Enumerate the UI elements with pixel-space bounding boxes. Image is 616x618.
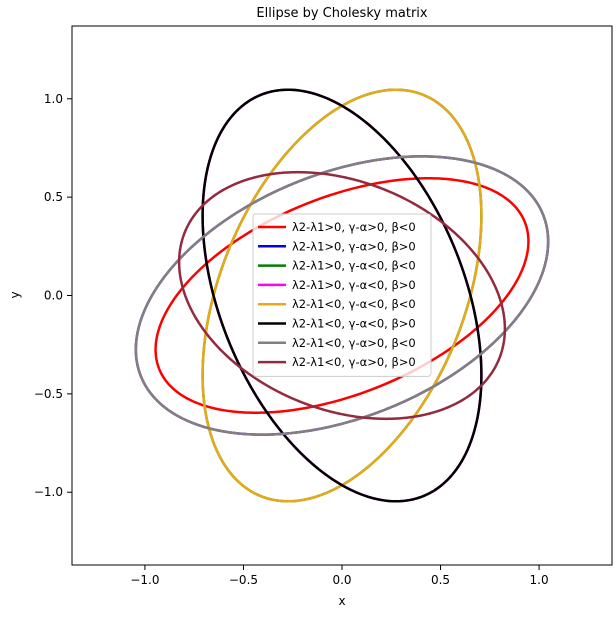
series-line-6 <box>201 88 483 503</box>
x-tick-label: −0.5 <box>229 573 258 587</box>
ticks: −1.0 −0.5 0.0 0.5 1.0 −1.0 −0.5 0.0 0.5 1.0 <box>34 92 549 587</box>
y-axis-label: y <box>8 291 22 298</box>
x-tick-label: 0.0 <box>332 573 351 587</box>
series-line-5 <box>201 88 483 503</box>
series-line-8 <box>177 170 507 421</box>
chart-title: Ellipse by Cholesky matrix <box>256 6 428 21</box>
plot-area <box>134 88 550 503</box>
series-line-7 <box>134 155 550 436</box>
legend-label-4: λ2-λ1>0, γ-α<0, β>0 <box>292 278 416 292</box>
legend-label-3: λ2-λ1>0, γ-α<0, β<0 <box>292 259 416 273</box>
legend-label-5: λ2-λ1<0, γ-α<0, β<0 <box>292 297 416 311</box>
y-tick-label: 1.0 <box>44 92 63 106</box>
legend-label-7: λ2-λ1<0, γ-α>0, β<0 <box>292 336 416 350</box>
legend-label-6: λ2-λ1<0, γ-α<0, β>0 <box>292 317 416 331</box>
x-tick-label: 0.5 <box>431 573 450 587</box>
legend-label-2: λ2-λ1>0, γ-α>0, β>0 <box>292 239 416 253</box>
legend-label-1: λ2-λ1>0, γ-α>0, β<0 <box>292 220 416 234</box>
legend-box <box>252 213 432 377</box>
series-line-1 <box>154 176 530 415</box>
y-tick-label: −1.0 <box>34 485 63 499</box>
y-tick-label: −0.5 <box>34 387 63 401</box>
x-tick-label: −1.0 <box>130 573 159 587</box>
legend: λ2-λ1>0, γ-α>0, β<0 λ2-λ1>0, γ-α>0, β>0 λ2… <box>252 213 432 377</box>
x-tick-label: 1.0 <box>530 573 549 587</box>
legend-label-8: λ2-λ1<0, γ-α>0, β>0 <box>292 355 416 369</box>
y-tick-label: 0.5 <box>44 190 63 204</box>
x-axis-label: x <box>338 594 345 608</box>
y-tick-label: 0.0 <box>44 289 63 303</box>
